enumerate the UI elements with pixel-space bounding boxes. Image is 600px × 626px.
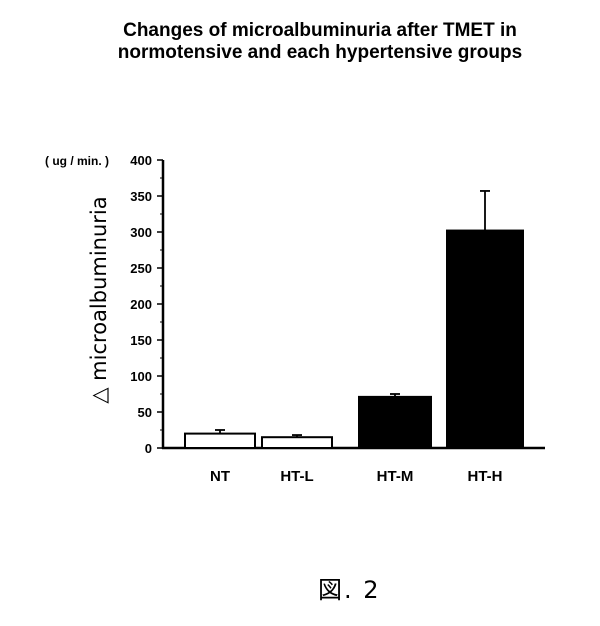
bar-ht-h (446, 229, 524, 449)
y-tick-label: 50 (138, 405, 152, 420)
y-tick-label: 200 (130, 297, 152, 312)
title-line-1: Changes of microalbuminuria after TMET i… (123, 20, 517, 41)
y-tick-label: 250 (130, 261, 152, 276)
x-tick-label: HT-L (280, 468, 313, 485)
figure-label: 図. 2 (318, 576, 381, 604)
bar-ht-m (358, 395, 432, 450)
y-tick-label: 300 (130, 225, 152, 240)
y-tick-label: 0 (145, 441, 152, 456)
y-tick-label: 400 (130, 153, 152, 168)
title-line-2: normotensive and each hypertensive group… (117, 42, 523, 63)
x-tick-label: HT-H (468, 468, 503, 485)
x-tick-label: NT (210, 468, 230, 485)
x-tick-label: HT-M (377, 468, 414, 485)
bar-chart: 0 50 100 150 200 250 300 350 400 ( ug / min. ) △ m… (45, 153, 545, 485)
y-tick-label: 100 (130, 369, 152, 384)
chart-title: Changes of microalbuminuria after TMET i… (40, 20, 600, 64)
y-axis-title: △ microalbuminuria (87, 196, 111, 403)
y-tick-label: 150 (130, 333, 152, 348)
y-tick-label: 350 (130, 189, 152, 204)
bar-nt (184, 432, 256, 450)
bar-ht-l (261, 436, 333, 450)
y-unit-label: ( ug / min. ) (45, 154, 109, 168)
